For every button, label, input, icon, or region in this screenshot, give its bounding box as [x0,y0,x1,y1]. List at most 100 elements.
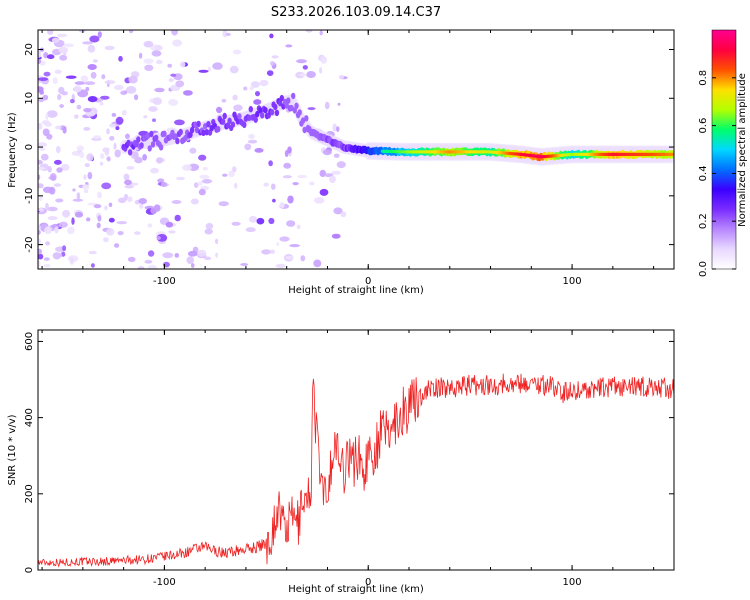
heatmap-cell [93,204,102,209]
heatmap-cell [134,199,140,205]
heatmap-cell [57,33,68,38]
heatmap-cell [144,259,153,264]
ridge-cell [269,109,275,116]
ridge-cell [235,118,240,125]
heatmap-cell [245,227,256,233]
ridge-cell [162,130,167,137]
heatmap-cell [106,228,115,236]
heatmap-cell [231,221,241,226]
heatmap-cell [128,75,138,84]
heatmap-cell [271,183,276,190]
heatmap-cell [50,175,57,181]
y-tick-label: 400 [24,408,35,427]
heatmap-cell [108,202,113,207]
ridge-cell [189,126,195,134]
heatmap-cell [51,37,60,43]
ridge-core [671,152,674,156]
heatmap-cell [93,135,101,140]
heatmap-cell [197,181,203,186]
colorbar-tick-label: 0.0 [698,261,709,277]
y-tick-label: 10 [24,92,35,105]
heatmap-cell [269,33,274,39]
heatmap-cell [54,226,59,234]
heatmap-cell [162,252,174,259]
ridge-cell [147,145,152,152]
heatmap-cell [189,147,197,154]
heatmap-cell [167,63,173,68]
heatmap-cell [233,104,243,112]
heatmap-cell [108,217,115,223]
heatmap-cell [99,161,104,166]
heatmap-cell [207,66,211,72]
heatmap-cell [58,221,68,228]
heatmap-cell [171,200,182,204]
heatmap-cell [333,207,343,215]
heatmap-cell [84,163,90,168]
heatmap-cell [182,164,192,171]
colorbar-tick-label: 0.4 [698,165,709,181]
heatmap-cell [256,217,265,225]
heatmap-cell [103,237,109,243]
ridge-cell [279,94,284,102]
heatmap-cell [106,128,110,135]
y-tick-label: 20 [24,43,35,56]
heatmap-cell [104,45,115,51]
ridge-cell [220,118,226,125]
heatmap-cell [38,166,46,170]
ridge-cell [274,109,280,117]
heatmap-cell [74,81,86,85]
heatmap-cell [268,217,275,225]
heatmap-cell [82,41,93,45]
heatmap-cell [168,99,179,106]
heatmap-cell [134,94,139,101]
heatmap-cell [80,75,89,82]
heatmap-cell [324,101,330,110]
heatmap-cell [201,179,213,184]
heatmap-cell [38,229,41,236]
heatmap-cell [126,196,133,202]
heatmap-cell [283,162,292,169]
heatmap-cell [117,231,124,236]
heatmap-cell [297,174,308,179]
heatmap-cell [255,91,260,97]
heatmap-cell [143,58,154,64]
heatmap-cell [55,146,61,154]
ridge-cell [263,107,268,114]
heatmap-cell [78,30,86,33]
heatmap-cell [53,183,62,187]
heatmap-cell [125,86,137,94]
heatmap-cell [286,220,296,227]
heatmap-cell [215,238,219,244]
heatmap-cell [56,167,63,173]
heatmap-cell [154,87,165,93]
heatmap-cell [99,153,105,160]
heatmap-cell [87,96,98,103]
ridge-cell [178,128,183,136]
heatmap-cell [41,153,49,161]
y-tick-label: 200 [24,484,35,503]
heatmap-cell [61,251,66,257]
heatmap-cell [180,61,186,68]
heatmap-cell [336,126,340,132]
heatmap-cell [134,156,143,164]
heatmap-cell [97,191,102,199]
ridge-cell [230,121,236,128]
ridge-cell [247,114,252,122]
heatmap-cell [147,250,155,257]
x-tick-label: 0 [365,276,371,287]
heatmap-cell [156,236,161,240]
x-tick-label: -100 [153,276,176,287]
ridge-cell [242,121,247,129]
heatmap-cell [97,31,102,38]
heatmap-cell [175,80,185,88]
heatmap-cell [91,263,95,268]
heatmap-cell [101,74,106,80]
heatmap-cell [309,181,315,186]
heatmap-cell [243,86,248,91]
heatmap-cell [38,260,41,268]
heatmap-cell [42,94,49,101]
heatmap-cell [147,223,153,228]
heatmap-cell [89,35,100,43]
heatmap-cell [74,114,79,119]
heatmap-cell [276,242,280,247]
